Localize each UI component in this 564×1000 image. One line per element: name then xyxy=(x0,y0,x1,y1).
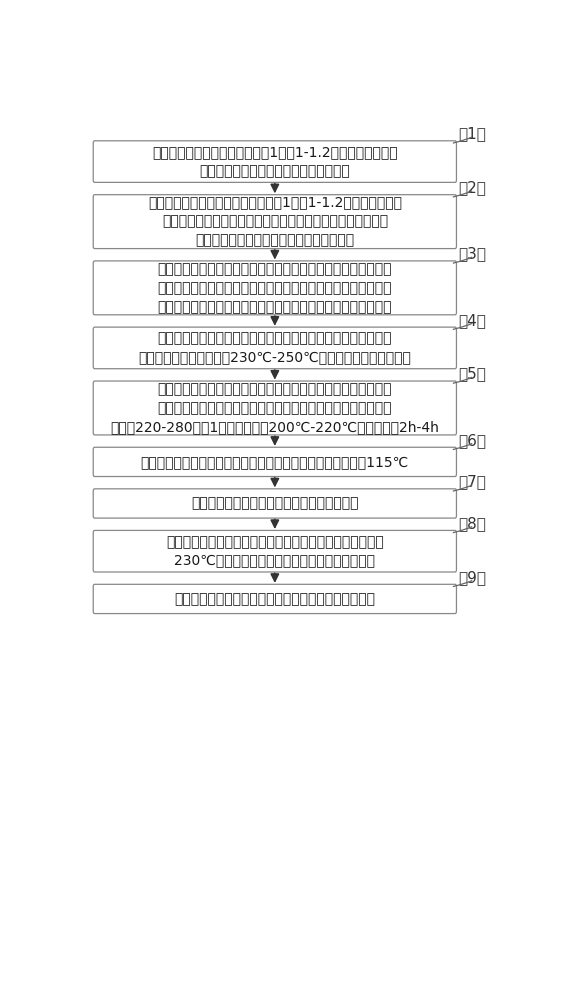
Text: 间二氯苯溶液在固定反应床中通过疏水硅沸石分子筛进行被吸附
除杂处理，反应条件为：间二氯苯溶液与疏水硅沸石分子筛的质
量比（220-280）：1、反应床温度200: 间二氯苯溶液在固定反应床中通过疏水硅沸石分子筛进行被吸附 除杂处理，反应条件为：… xyxy=(111,382,439,434)
Text: 按苯与浓硝酸的物质的量之比为1：（1-1.2）进行混合，以浓
硫酸为催化剂进行催化反应，得到硝基苯: 按苯与浓硝酸的物质的量之比为1：（1-1.2）进行混合，以浓 硫酸为催化剂进行催… xyxy=(152,145,398,178)
FancyBboxPatch shape xyxy=(93,327,456,369)
FancyBboxPatch shape xyxy=(93,584,456,614)
FancyBboxPatch shape xyxy=(93,261,456,315)
Text: 结晶后的间二氯苯送到精馏塔中进行精馏除杂: 结晶后的间二氯苯送到精馏塔中进行精馏除杂 xyxy=(191,496,359,510)
FancyBboxPatch shape xyxy=(93,195,456,249)
Text: （7）: （7） xyxy=(458,474,486,489)
Text: （3）: （3） xyxy=(458,246,486,261)
FancyBboxPatch shape xyxy=(93,141,456,182)
Text: （6）: （6） xyxy=(458,433,486,448)
Text: 除杂后的溶液输入到结晶釜中进行结晶处理，结晶釜内温度为115℃: 除杂后的溶液输入到结晶釜中进行结晶处理，结晶釜内温度为115℃ xyxy=(141,455,409,469)
FancyBboxPatch shape xyxy=(93,530,456,572)
FancyBboxPatch shape xyxy=(93,447,456,477)
Text: （4）: （4） xyxy=(458,313,486,328)
Text: （1）: （1） xyxy=(458,126,486,141)
Text: （8）: （8） xyxy=(458,516,486,531)
Text: 间二氯苯送入冷凝器中进行冷凝处理，得到成品并收集: 间二氯苯送入冷凝器中进行冷凝处理，得到成品并收集 xyxy=(174,592,376,606)
Text: （2）: （2） xyxy=(458,180,486,195)
Text: 除杂后的间二氯苯冷凝后再通入过量的氯气，在反应温度为
230℃时，进行二次氯化反应，得到纯的间二氯苯: 除杂后的间二氯苯冷凝后再通入过量的氯气，在反应温度为 230℃时，进行二次氯化反… xyxy=(166,535,384,568)
FancyBboxPatch shape xyxy=(93,381,456,435)
Text: 将硝基苯与浓硝酸按物质的量之比为1：（1-1.2）进行混合，以
浓硫酸为催化剂进行二次催化反应，得到含有邻二硝基苯、对
二硝基苯以及间二硝基苯的混合硝基苯溶液: 将硝基苯与浓硝酸按物质的量之比为1：（1-1.2）进行混合，以 浓硫酸为催化剂进… xyxy=(148,196,402,248)
FancyBboxPatch shape xyxy=(93,489,456,518)
Text: 将混合硝基苯与亚硫酸氢钠和氢氧化钠的混合溶液进行混合并搅
拌；然后采用稀氨水对混合溶液进行多次洗涤以及离心分离，接
着采用蒸馏水进行二次洗涤，然后再离心分离，得: 将混合硝基苯与亚硫酸氢钠和氢氧化钠的混合溶液进行混合并搅 拌；然后采用稀氨水对混… xyxy=(157,262,392,314)
Text: （9）: （9） xyxy=(458,570,486,585)
Text: （5）: （5） xyxy=(458,367,486,382)
Text: 间二硝基苯中通入过量的氯气，使间二硝基苯在氯化釜中进行氯
化反应，反应温度控制在230℃-250℃，得到粗的间二氯苯溶液: 间二硝基苯中通入过量的氯气，使间二硝基苯在氯化釜中进行氯 化反应，反应温度控制在… xyxy=(138,331,411,364)
